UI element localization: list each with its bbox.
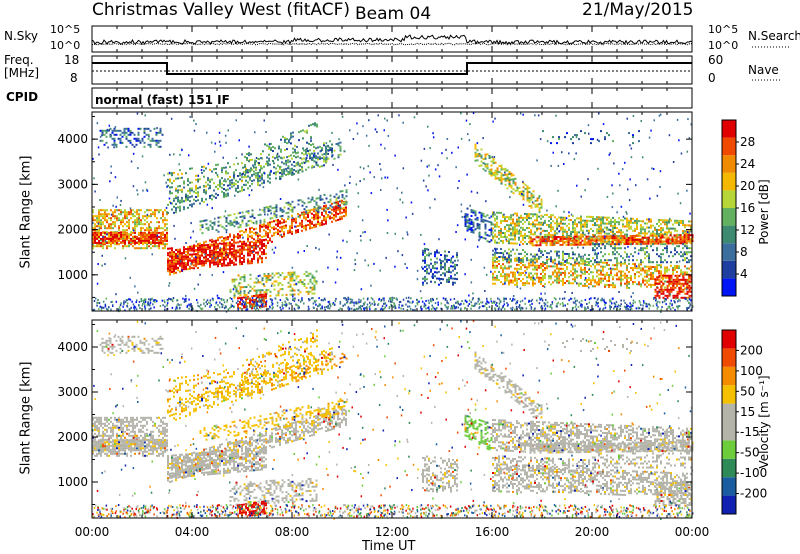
power-ytick-label: 4000: [57, 132, 88, 146]
xtick-label: 00:00: [675, 525, 710, 539]
power-colorbar-tick-label: 4: [740, 267, 748, 281]
nsky-line: [92, 35, 692, 44]
velocity-colorbar-tick-label: -15: [740, 425, 760, 439]
xtick-label: 00:00: [75, 525, 110, 539]
xtick-label: 08:00: [275, 525, 310, 539]
xtick-label: 16:00: [475, 525, 510, 539]
velocity-colorbar-segment: [722, 496, 736, 514]
velocity-colorbar-tick-label: 100: [740, 364, 763, 378]
velocity-colorbar-tick-label: 50: [740, 384, 755, 398]
rti-plot: 1000 2000 3000 4000 1000 2000 3000 4000 00:00 04:…: [0, 0, 800, 554]
velocity-ytick-label: 4000: [57, 340, 88, 354]
velocity-colorbar-tick-label: 15: [740, 405, 755, 419]
power-ytick-label: 3000: [57, 177, 88, 191]
power-colorbar-segment: [722, 278, 736, 296]
velocity-colorbar-tick-label: -100: [740, 466, 767, 480]
velocity-colorbar-segment: [722, 404, 736, 422]
velocity-ytick-label: 1000: [57, 475, 88, 489]
frequency-line: [92, 63, 692, 74]
power-colorbar-segment: [722, 226, 736, 244]
power-colorbar-tick-label: 16: [740, 201, 755, 215]
velocity-ytick-label: 2000: [57, 430, 88, 444]
velocity-colorbar-segment: [722, 348, 736, 366]
velocity-scatter: [92, 320, 694, 520]
power-colorbar-segment: [722, 208, 736, 226]
xtick-label: 12:00: [375, 525, 410, 539]
velocity-ytick-label: 3000: [57, 385, 88, 399]
velocity-colorbar-tick-label: 200: [740, 343, 763, 357]
xtick-label: 04:00: [175, 525, 210, 539]
power-colorbar-segment: [722, 120, 736, 138]
velocity-colorbar-segment: [722, 330, 736, 348]
power-colorbar-segment: [722, 243, 736, 261]
power-scatter: [92, 112, 694, 313]
velocity-colorbar-segment: [722, 367, 736, 385]
velocity-colorbar-segment: [722, 477, 736, 495]
velocity-colorbar-segment: [722, 440, 736, 458]
velocity-colorbar-segment: [722, 385, 736, 403]
power-ytick-label: 1000: [57, 268, 88, 282]
power-colorbar-segment: [722, 138, 736, 156]
xtick-label: 20:00: [575, 525, 610, 539]
velocity-colorbar-segment: [722, 459, 736, 477]
power-colorbar-tick-label: 8: [740, 245, 748, 259]
power-ytick-label: 2000: [57, 223, 88, 237]
velocity-colorbar-tick-label: -50: [740, 446, 760, 460]
power-colorbar-segment: [722, 190, 736, 208]
power-colorbar-tick-label: 28: [740, 135, 755, 149]
power-colorbar-tick-label: 20: [740, 179, 755, 193]
power-colorbar-tick-label: 12: [740, 223, 755, 237]
power-colorbar-segment: [722, 261, 736, 279]
velocity-colorbar-segment: [722, 422, 736, 440]
power-colorbar-segment: [722, 155, 736, 173]
power-colorbar-segment: [722, 173, 736, 191]
velocity-colorbar-tick-label: -200: [740, 487, 767, 501]
power-colorbar-tick-label: 24: [740, 157, 755, 171]
